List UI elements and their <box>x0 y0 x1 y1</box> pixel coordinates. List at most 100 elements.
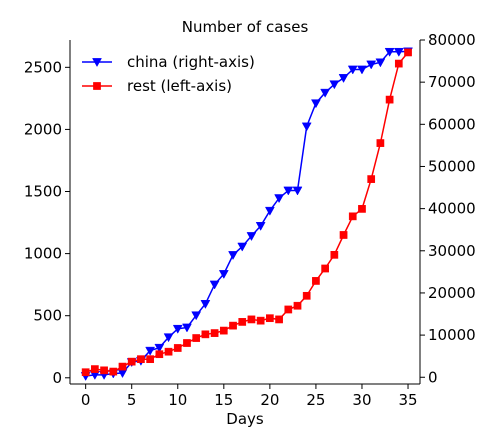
data-point-china <box>255 222 266 231</box>
y-right-tick-label: 70000 <box>428 73 476 91</box>
data-point-rest <box>201 330 210 339</box>
data-point-rest <box>302 291 311 300</box>
y-right-tick-label: 60000 <box>428 115 476 133</box>
y-right-tick-label: 20000 <box>428 284 476 302</box>
data-point-china <box>310 99 321 109</box>
data-point-china <box>218 270 229 279</box>
data-point-china <box>200 300 211 309</box>
legend-label-rest: rest (left-axis) <box>127 77 232 95</box>
data-point-rest <box>247 315 256 324</box>
y-left-tick-label: 500 <box>33 307 62 325</box>
data-point-china <box>338 74 349 83</box>
y-left-tick-label: 2500 <box>24 58 62 76</box>
x-tick-label: 25 <box>306 391 325 409</box>
data-point-china <box>393 47 404 57</box>
data-point-china <box>274 194 285 204</box>
data-point-china <box>357 65 367 75</box>
x-tick-label: 10 <box>168 391 187 409</box>
data-point-rest <box>256 316 265 325</box>
data-point-rest <box>100 366 108 375</box>
data-point-rest <box>173 344 182 352</box>
data-point-china <box>163 333 174 343</box>
data-point-china <box>320 88 331 98</box>
data-point-china <box>246 232 257 242</box>
data-point-rest <box>238 318 247 326</box>
axes-frame <box>69 40 421 385</box>
data-point-china <box>384 47 395 57</box>
data-point-rest <box>146 355 154 364</box>
x-tick-label: 35 <box>398 391 417 409</box>
data-point-rest <box>312 277 320 285</box>
data-point-china <box>366 60 377 70</box>
data-point-rest <box>219 326 228 335</box>
data-point-china <box>347 65 358 75</box>
data-point-rest <box>330 250 339 259</box>
chart-title: Number of cases <box>182 18 309 36</box>
data-point-china <box>237 242 248 252</box>
y-right-tick-label: 50000 <box>428 157 476 175</box>
y-left-tick-label: 1500 <box>24 183 62 201</box>
legend-marker-china <box>92 58 102 68</box>
data-point-rest <box>321 264 329 273</box>
data-point-rest <box>348 212 357 221</box>
data-point-rest <box>394 59 403 68</box>
data-point-china <box>154 343 165 353</box>
data-point-rest <box>385 95 394 104</box>
data-point-rest <box>367 175 376 183</box>
data-point-rest <box>109 367 118 376</box>
data-point-china <box>172 324 183 334</box>
x-axis-title: Days <box>226 410 264 428</box>
series-line-china <box>85 50 409 377</box>
data-point-china <box>283 186 294 196</box>
y-axis-left: 0 500 1000 1500 2000 2500 <box>24 58 70 387</box>
legend-marker-rest <box>93 82 101 90</box>
y-axis-right: 0 10000 20000 30000 40000 50000 60000 70000 8000… <box>420 31 476 386</box>
data-point-rest <box>192 334 201 342</box>
y-left-tick-label: 2000 <box>24 120 62 138</box>
data-point-china <box>329 80 340 90</box>
data-point-china <box>145 346 156 356</box>
x-tick-label: 15 <box>214 391 233 409</box>
data-point-rest <box>81 368 90 377</box>
data-point-rest <box>339 231 348 239</box>
legend: china (right-axis) rest (left-axis) <box>82 53 255 95</box>
x-tick-label: 0 <box>81 391 91 409</box>
y-right-tick-label: 40000 <box>428 200 476 218</box>
data-point-china <box>264 206 275 216</box>
data-point-rest <box>293 301 302 310</box>
data-point-rest <box>183 339 191 347</box>
data-point-rest <box>404 48 412 57</box>
data-point-china <box>209 280 220 290</box>
data-point-rest <box>358 205 366 213</box>
data-point-rest <box>164 347 173 356</box>
x-axis: 0 5 10 15 20 25 30 35 <box>81 384 418 409</box>
y-left-tick-label: 1000 <box>24 245 62 263</box>
y-right-tick-label: 0 <box>428 368 438 386</box>
y-right-tick-label: 80000 <box>428 31 476 49</box>
data-point-china <box>301 122 312 132</box>
data-point-china <box>228 251 238 261</box>
series-layer <box>80 47 413 382</box>
series-china <box>80 47 413 382</box>
data-point-china <box>292 186 303 196</box>
data-point-rest <box>91 365 99 373</box>
x-tick-label: 20 <box>260 391 279 409</box>
data-point-rest <box>376 139 385 147</box>
series-rest <box>81 48 412 377</box>
data-point-rest <box>127 357 136 366</box>
data-point-china <box>182 323 192 333</box>
data-point-rest <box>137 355 145 364</box>
data-point-rest <box>275 315 283 324</box>
data-point-rest <box>210 329 219 337</box>
data-point-rest <box>118 362 127 371</box>
data-point-rest <box>266 314 274 323</box>
x-tick-label: 30 <box>352 391 371 409</box>
data-point-rest <box>155 350 164 359</box>
data-point-china <box>191 311 202 321</box>
legend-label-china: china (right-axis) <box>127 53 255 71</box>
x-tick-label: 5 <box>127 391 137 409</box>
data-point-rest <box>229 321 237 330</box>
y-left-tick-label: 0 <box>52 369 62 387</box>
data-point-rest <box>284 305 293 314</box>
